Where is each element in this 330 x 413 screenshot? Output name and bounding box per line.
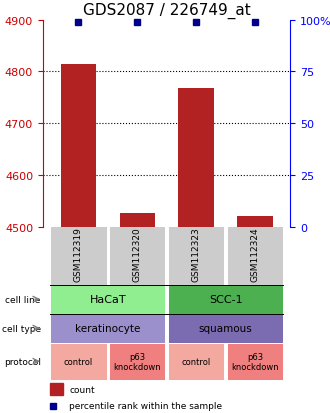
Text: GSM112324: GSM112324 — [250, 227, 259, 281]
FancyBboxPatch shape — [50, 285, 165, 314]
Text: control: control — [64, 357, 93, 366]
FancyBboxPatch shape — [168, 223, 224, 285]
Text: protocol: protocol — [4, 357, 41, 366]
Bar — [61, 64, 96, 227]
Text: HaCaT: HaCaT — [89, 294, 126, 304]
FancyBboxPatch shape — [227, 343, 283, 380]
Text: percentile rank within the sample: percentile rank within the sample — [69, 401, 222, 410]
Text: squamous: squamous — [199, 323, 252, 333]
FancyBboxPatch shape — [227, 223, 283, 285]
Text: p63
knockdown: p63 knockdown — [114, 352, 161, 371]
Text: keratinocyte: keratinocyte — [75, 323, 140, 333]
Text: SCC-1: SCC-1 — [209, 294, 243, 304]
FancyBboxPatch shape — [168, 343, 224, 380]
Bar — [50, 383, 63, 395]
Text: GSM112319: GSM112319 — [74, 227, 83, 281]
Title: GDS2087 / 226749_at: GDS2087 / 226749_at — [83, 3, 250, 19]
Text: cell type: cell type — [2, 324, 41, 333]
Bar — [237, 217, 273, 227]
Text: count: count — [69, 385, 95, 394]
Bar — [179, 89, 214, 227]
FancyBboxPatch shape — [50, 223, 107, 285]
FancyBboxPatch shape — [168, 285, 283, 314]
FancyBboxPatch shape — [50, 343, 107, 380]
FancyBboxPatch shape — [109, 343, 165, 380]
FancyBboxPatch shape — [109, 223, 165, 285]
Text: GSM112323: GSM112323 — [192, 227, 201, 281]
Text: GSM112320: GSM112320 — [133, 227, 142, 281]
Text: cell line: cell line — [5, 295, 41, 304]
FancyBboxPatch shape — [168, 314, 283, 343]
FancyBboxPatch shape — [50, 314, 165, 343]
Text: p63
knockdown: p63 knockdown — [231, 352, 279, 371]
Text: control: control — [182, 357, 211, 366]
Bar — [119, 213, 155, 227]
